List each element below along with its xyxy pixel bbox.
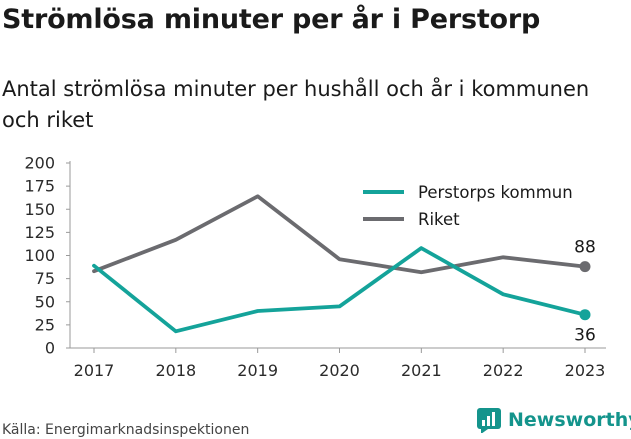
source-note: Källa: Energimarknadsinspektionen xyxy=(2,422,250,438)
end-value-label: 36 xyxy=(574,326,596,346)
brand-logo[interactable]: Newsworthy xyxy=(476,407,631,433)
legend-label: Perstorps kommun xyxy=(418,183,573,202)
end-value-label: 88 xyxy=(574,238,596,258)
series-line xyxy=(92,194,587,275)
x-axis: 2017 2018 2019 2020 2021 2022 2023 xyxy=(70,347,606,380)
y-tick-label: 50 xyxy=(35,292,55,311)
chart-subtitle: Antal strömlösa minuter per hushåll och … xyxy=(2,77,590,132)
x-tick-label: 2021 xyxy=(401,361,442,380)
x-tick-label: 2018 xyxy=(155,361,196,380)
brand-name: Newsworthy xyxy=(508,409,631,431)
y-tick-label: 25 xyxy=(35,315,55,334)
y-tick-label: 175 xyxy=(24,177,55,196)
newsworthy-logo-icon xyxy=(477,408,501,433)
end-point-marker xyxy=(579,261,591,273)
end-point-marker xyxy=(579,309,591,321)
legend: Perstorps kommun Riket xyxy=(355,178,595,238)
series-line xyxy=(92,246,587,334)
y-tick-label: 125 xyxy=(24,223,55,242)
series-lines: 36 88 xyxy=(92,194,596,346)
x-tick-label: 2017 xyxy=(74,361,115,380)
x-tick-label: 2020 xyxy=(319,361,360,380)
x-tick-label: 2022 xyxy=(483,361,524,380)
y-tick-label: 200 xyxy=(24,154,55,173)
x-tick-label: 2023 xyxy=(565,361,606,380)
chart-title: Strömlösa minuter per år i Perstorp xyxy=(2,4,541,35)
y-tick-label: 75 xyxy=(35,269,55,288)
legend-label: Riket xyxy=(418,210,460,229)
y-tick-label: 100 xyxy=(24,246,55,265)
y-tick-label: 0 xyxy=(45,339,55,358)
y-axis: 0 25 50 75 100 125 150 175 200 xyxy=(24,154,71,358)
y-tick-label: 150 xyxy=(24,200,55,219)
legend-background xyxy=(355,178,595,238)
x-tick-label: 2019 xyxy=(237,361,278,380)
